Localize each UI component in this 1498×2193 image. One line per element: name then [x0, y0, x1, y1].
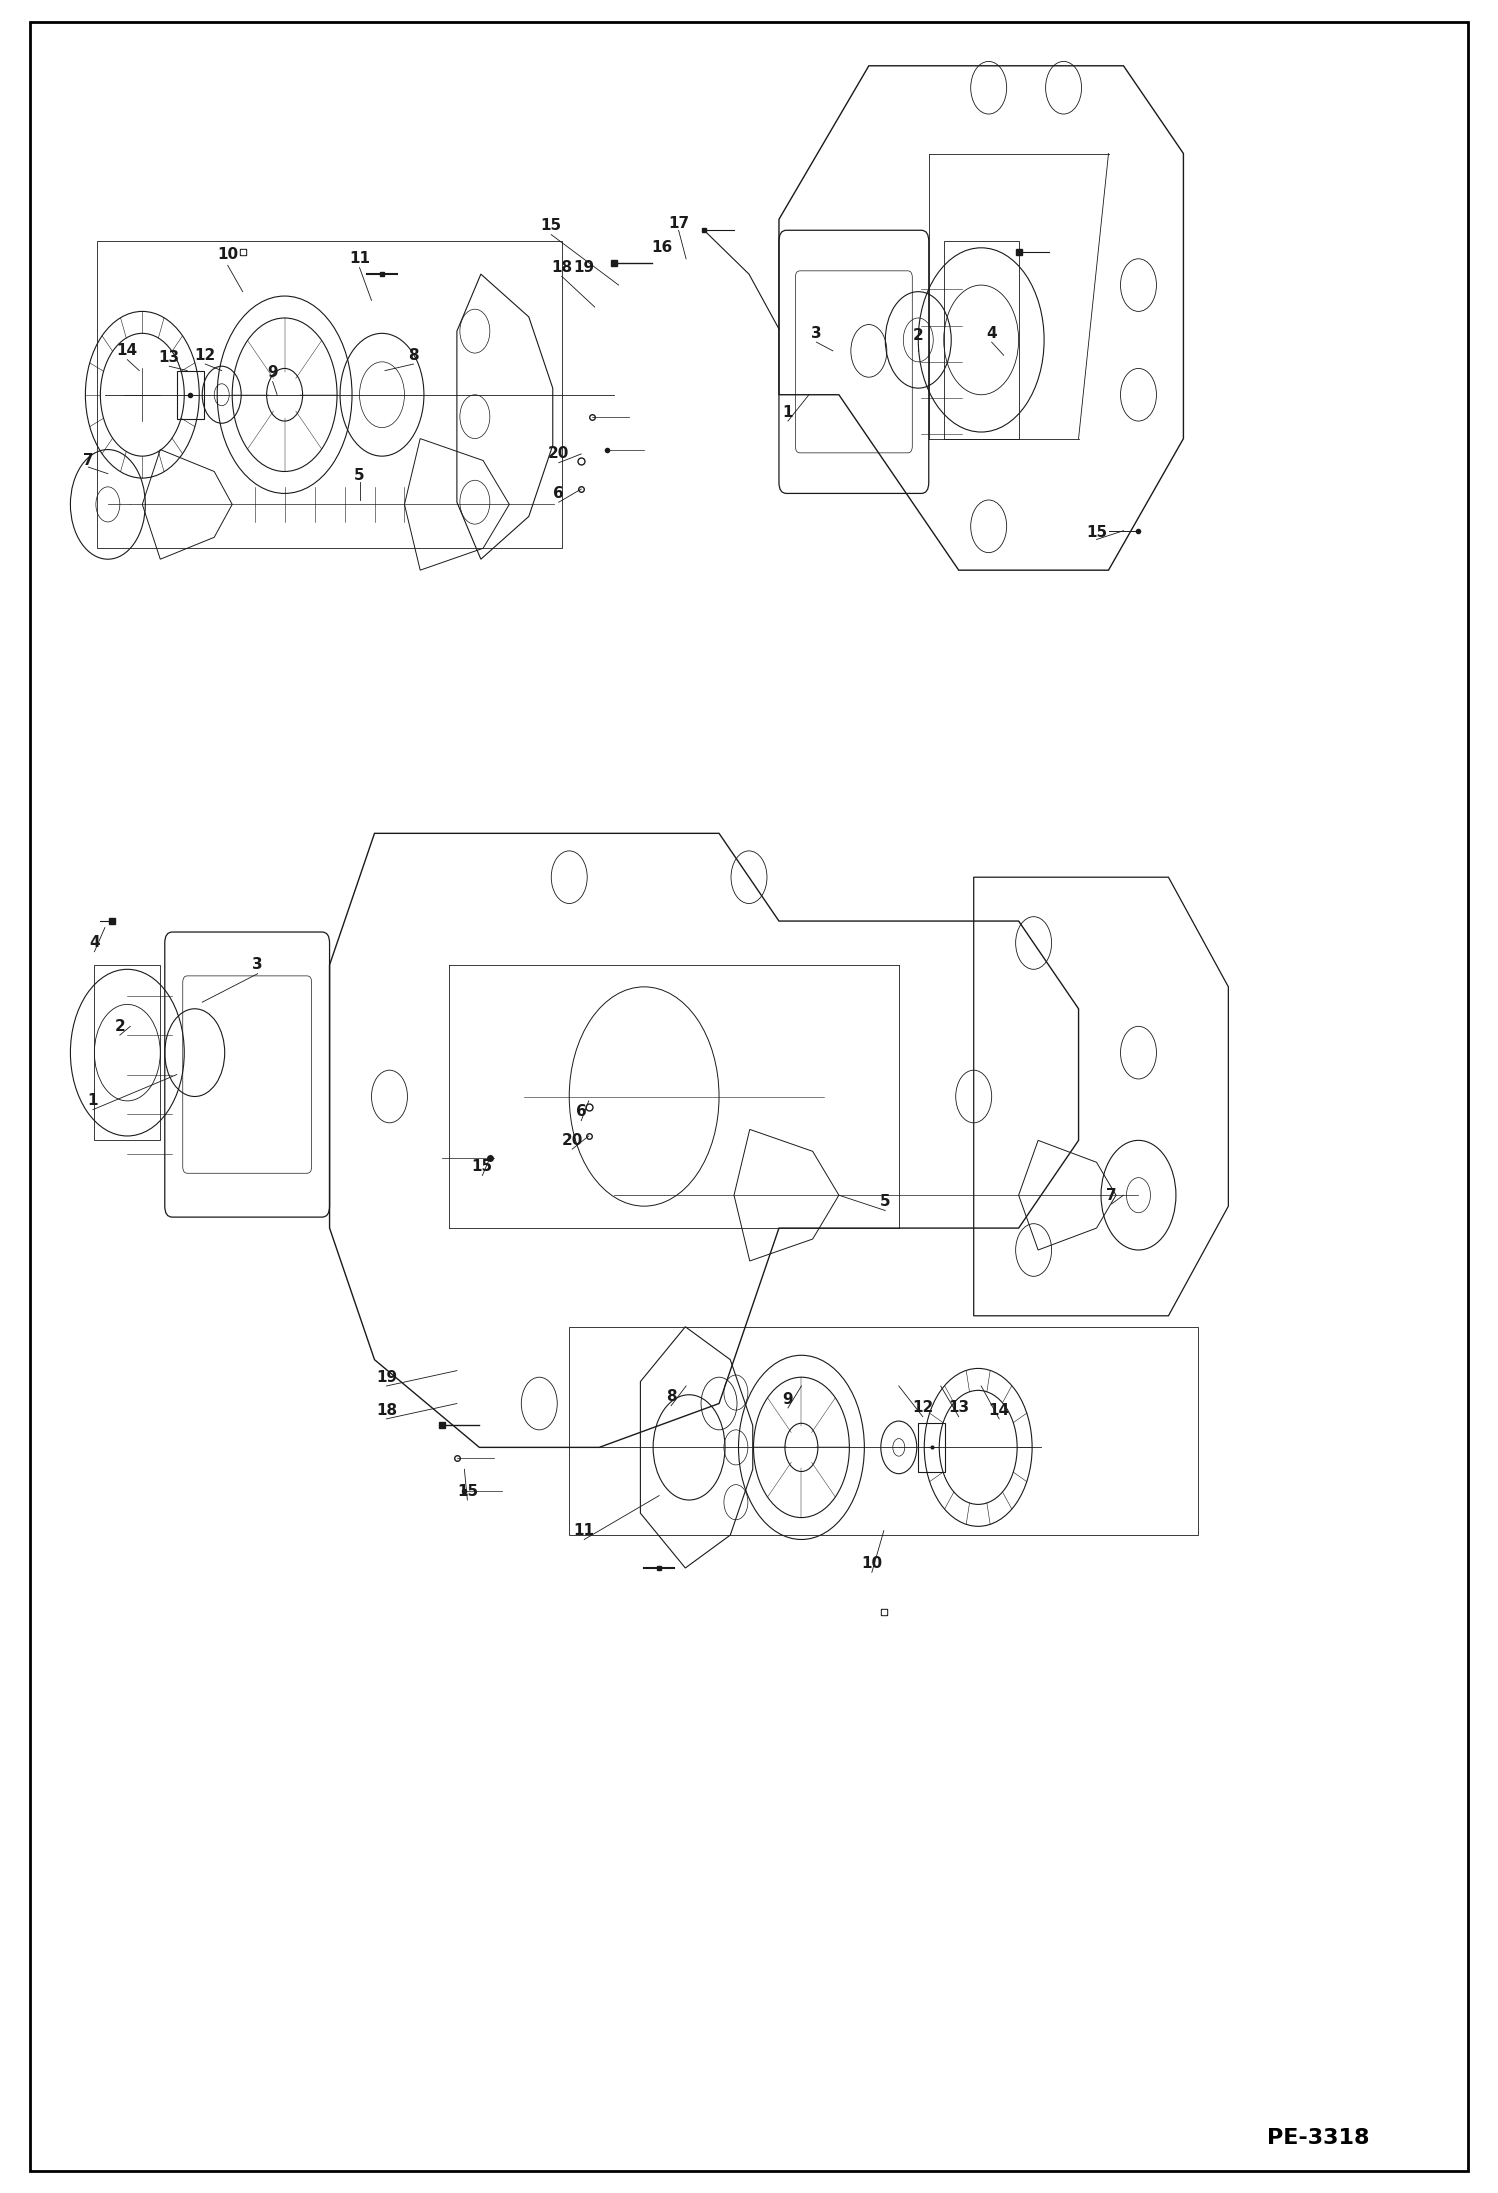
Text: 4: 4	[88, 936, 100, 950]
Text: 12: 12	[912, 1401, 933, 1414]
Text: 19: 19	[376, 1371, 397, 1384]
Bar	[97, 241, 562, 548]
Text: 15: 15	[541, 219, 562, 232]
Text: PE-3318: PE-3318	[1267, 2127, 1369, 2149]
Text: 12: 12	[195, 349, 216, 362]
Text: 13: 13	[159, 351, 180, 364]
Text: 6: 6	[553, 487, 565, 500]
Bar	[177, 371, 204, 419]
Text: 6: 6	[575, 1105, 587, 1118]
Text: 5: 5	[354, 469, 366, 482]
Text: 20: 20	[548, 447, 569, 461]
Text: 18: 18	[551, 261, 572, 274]
Text: 19: 19	[574, 261, 595, 274]
Bar	[569, 1327, 1198, 1535]
Text: 16: 16	[652, 241, 673, 254]
Text: 10: 10	[861, 1557, 882, 1570]
Bar	[918, 1423, 945, 1472]
Text: 9: 9	[782, 1393, 794, 1406]
Text: 4: 4	[986, 327, 998, 340]
Text: 1: 1	[782, 406, 794, 419]
Text: 14: 14	[117, 344, 138, 357]
Text: 17: 17	[668, 217, 689, 230]
Text: 3: 3	[810, 327, 822, 340]
Text: 10: 10	[217, 248, 238, 261]
Text: 2: 2	[114, 1020, 126, 1033]
Bar	[94, 965, 160, 1140]
Bar	[944, 241, 1019, 439]
Text: 7: 7	[82, 454, 94, 467]
Text: 2: 2	[912, 329, 924, 342]
Text: 3: 3	[252, 958, 264, 971]
Text: 7: 7	[1106, 1189, 1118, 1202]
Text: 5: 5	[879, 1195, 891, 1208]
Text: 11: 11	[574, 1524, 595, 1537]
Text: 11: 11	[349, 252, 370, 265]
Text: 13: 13	[948, 1401, 969, 1414]
Text: 15: 15	[457, 1485, 478, 1498]
Text: 9: 9	[267, 366, 279, 379]
Text: 14: 14	[989, 1404, 1010, 1417]
Text: 15: 15	[1086, 526, 1107, 539]
Text: 20: 20	[562, 1134, 583, 1147]
Text: 18: 18	[376, 1404, 397, 1417]
Text: 1: 1	[87, 1094, 99, 1107]
Text: 8: 8	[407, 349, 419, 362]
Text: 8: 8	[665, 1390, 677, 1404]
Text: 15: 15	[472, 1160, 493, 1173]
